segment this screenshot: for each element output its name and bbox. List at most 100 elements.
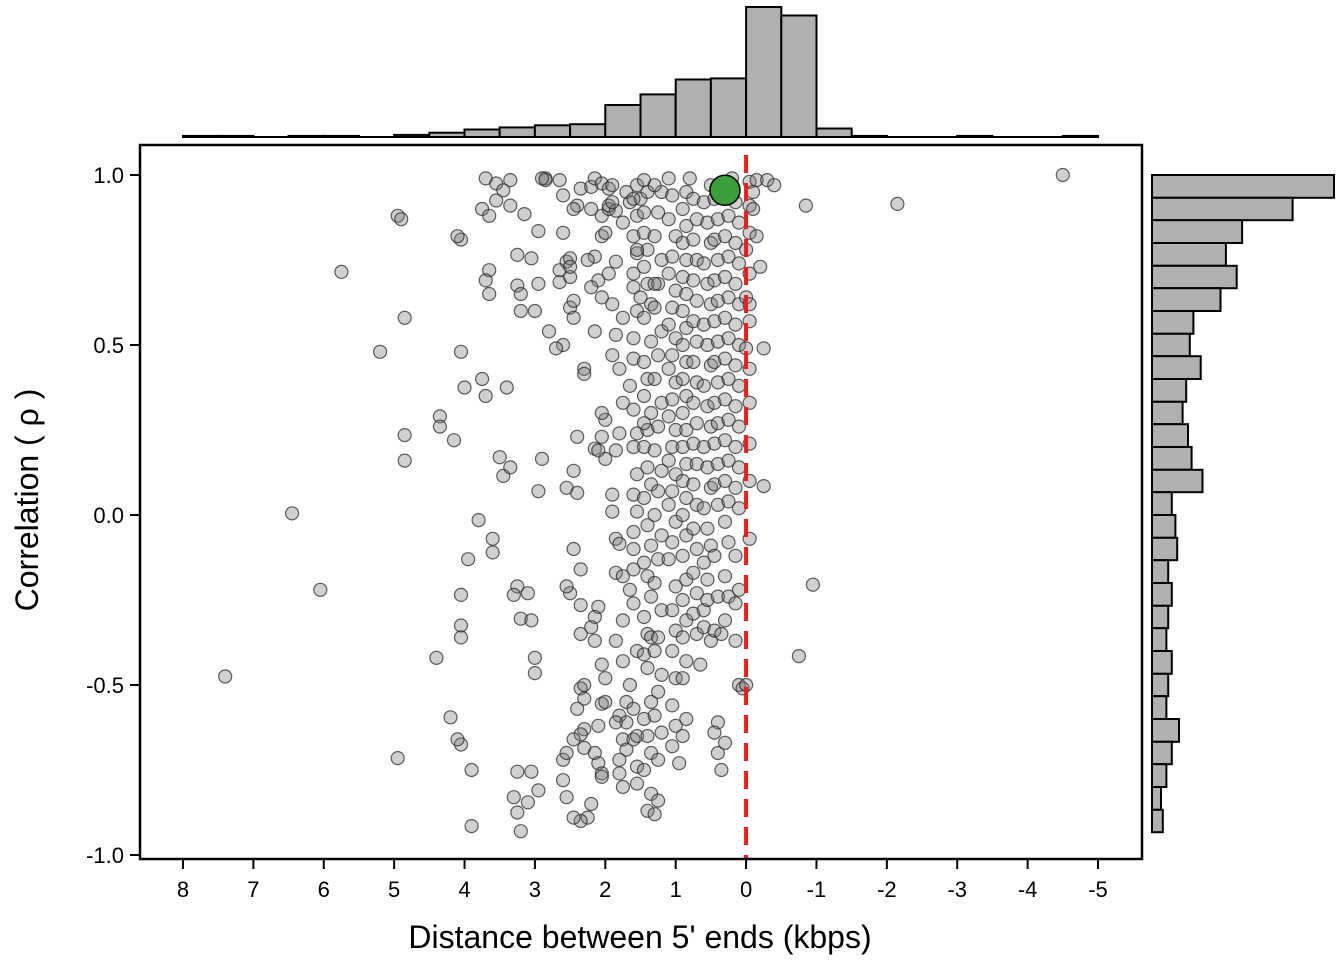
data-point <box>707 436 722 451</box>
data-point <box>647 229 662 244</box>
data-point <box>689 293 704 308</box>
right-histogram-bar <box>1151 219 1244 244</box>
data-point <box>457 380 472 395</box>
data-point <box>760 173 775 188</box>
top-histogram-bar <box>639 93 677 138</box>
data-point <box>700 460 715 475</box>
right-histogram-bar <box>1151 242 1227 267</box>
top-histogram-bar <box>604 104 642 138</box>
data-point <box>513 824 528 839</box>
data-point <box>745 184 761 200</box>
data-point <box>643 538 659 553</box>
right-histogram-bar <box>1151 423 1189 449</box>
data-point <box>686 273 701 288</box>
data-point <box>710 212 726 227</box>
data-point <box>584 179 599 194</box>
data-point <box>626 541 641 557</box>
data-point <box>489 193 504 208</box>
data-point <box>626 229 641 244</box>
data-point <box>689 252 704 268</box>
data-point <box>791 648 807 664</box>
data-point <box>647 643 662 659</box>
data-point <box>714 626 729 642</box>
data-point <box>612 536 627 552</box>
data-point <box>513 286 528 302</box>
data-point <box>626 524 641 540</box>
data-point <box>570 485 585 500</box>
data-point <box>450 732 465 747</box>
data-point <box>562 586 578 601</box>
data-point <box>665 603 680 618</box>
data-point <box>710 375 726 390</box>
data-point <box>675 371 690 387</box>
data-point <box>700 572 715 587</box>
data-point <box>464 762 479 778</box>
data-point <box>728 317 743 332</box>
data-point <box>756 341 771 356</box>
data-point <box>608 715 624 730</box>
data-point <box>566 201 581 217</box>
data-point <box>464 818 479 834</box>
data-point <box>721 208 736 223</box>
data-point <box>707 548 722 563</box>
right-histogram-bar <box>1151 763 1168 789</box>
data-point <box>626 331 641 346</box>
data-point <box>482 286 497 302</box>
data-point <box>453 618 469 633</box>
data-point <box>626 402 641 417</box>
data-point <box>622 677 638 693</box>
x-tick-label: 1 <box>670 877 682 902</box>
data-point <box>527 665 543 681</box>
data-point <box>636 310 652 325</box>
data-point <box>605 504 620 519</box>
data-point <box>605 348 620 363</box>
x-tick-label: 3 <box>529 877 541 902</box>
data-point <box>665 249 680 264</box>
data-point <box>541 324 557 339</box>
data-point <box>640 518 655 533</box>
y-tick-label: 0.5 <box>93 333 124 358</box>
data-point <box>798 198 814 213</box>
data-point <box>710 252 726 268</box>
right-histogram-bar <box>1151 582 1173 607</box>
data-point <box>570 701 585 716</box>
data-point <box>573 597 588 613</box>
right-histogram-bar <box>1151 378 1188 403</box>
data-point <box>654 725 669 740</box>
data-point <box>700 215 715 230</box>
data-point <box>573 626 588 642</box>
data-point <box>636 259 652 274</box>
data-point <box>510 805 525 820</box>
data-point <box>587 633 602 648</box>
x-tick-label: 4 <box>458 877 470 902</box>
data-point <box>499 380 514 395</box>
data-point <box>577 691 592 706</box>
data-point <box>492 450 507 465</box>
y-tick-label: -1.0 <box>86 843 124 868</box>
data-point <box>665 698 680 713</box>
data-point <box>679 654 694 669</box>
data-point <box>717 613 733 628</box>
data-point <box>619 742 634 757</box>
right-histogram-bar <box>1151 400 1184 426</box>
data-point <box>640 728 655 744</box>
data-point <box>513 611 528 626</box>
right-histogram-bar <box>1151 559 1170 585</box>
data-point <box>742 225 757 240</box>
data-point <box>475 371 490 387</box>
data-point <box>636 225 652 240</box>
data-point <box>689 586 704 601</box>
data-point <box>394 212 409 227</box>
data-point <box>313 582 328 597</box>
data-point <box>731 582 747 597</box>
data-point <box>555 337 571 353</box>
data-point <box>693 657 708 672</box>
data-point <box>640 660 655 676</box>
data-point <box>647 300 662 315</box>
data-point <box>717 514 733 529</box>
right-histogram-bar <box>1151 196 1294 222</box>
right-histogram-bar <box>1151 332 1191 358</box>
data-point <box>524 613 539 628</box>
data-point <box>728 633 743 648</box>
data-point <box>608 565 624 580</box>
